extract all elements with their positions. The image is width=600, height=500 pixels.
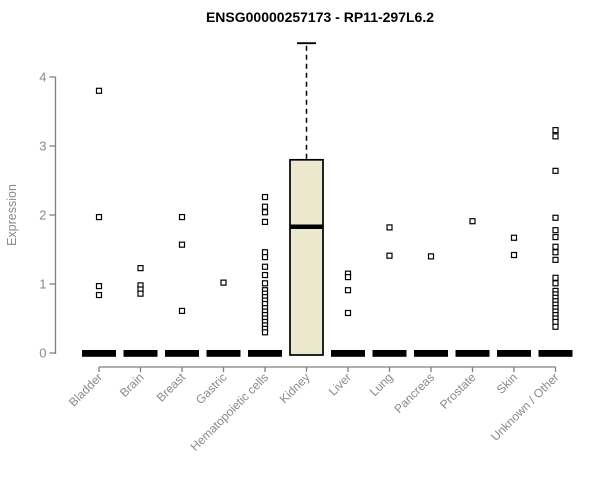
collapsed-box [123,350,158,357]
x-tick-label: Gastric [193,370,230,407]
outlier-point [344,274,352,281]
collapsed-box [165,350,199,357]
outlier-point [261,280,269,287]
outlier-point [427,253,435,260]
outlier-point [178,213,186,221]
x-tick-label: Brain [117,370,147,400]
y-axis-label: Expression [5,184,19,246]
collapsed-box [206,350,241,357]
x-tick-label: Prostate [437,370,479,412]
outlier-point [95,291,103,299]
outlier-point [344,309,352,317]
outlier-point [261,271,269,279]
outlier-point [344,287,352,294]
outlier-point [261,329,269,336]
collapsed-box [372,350,407,357]
outlier-point [95,282,103,290]
collapsed-box [497,350,531,357]
outlier-point [552,256,559,263]
outlier-point [552,214,559,221]
outlier-point [261,263,269,270]
outlier-point [95,87,103,94]
y-tick-label: 2 [39,208,46,223]
y-tick-label: 3 [39,139,46,154]
collapsed-box [538,350,573,357]
outlier-point [552,227,559,234]
outlier-point [552,274,559,281]
plot-body: 0 1 2 3 4 Bladder Brain Breast GastricHematopoie… [39,42,573,454]
x-tick-label: Lung [367,370,396,399]
x-tick-label: Breast [154,370,189,405]
outlier-point [469,218,476,225]
outlier-point [261,203,269,210]
collapsed-box [455,350,490,357]
outlier-point [552,127,559,134]
outlier-point [386,224,393,231]
chart-title: ENSG00000257173 - RP11-297L6.2 [206,9,434,25]
outlier-point [552,249,559,256]
x-tick-label: Liver [326,370,354,398]
outlier-point [386,252,393,259]
x-tick-label: Pancreas [391,370,437,416]
outlier-point [261,193,269,201]
outlier-point [552,167,559,174]
collapsed-box [414,350,448,357]
y-tick-label: 1 [39,277,46,292]
outlier-point [137,290,144,297]
outlier-point [552,233,559,241]
collapsed-box [331,350,365,357]
collapsed-box [82,350,116,357]
outlier-point [552,323,559,330]
outlier-point [137,265,144,272]
outlier-point [178,241,186,248]
y-tick-label: 0 [39,346,46,361]
outlier-point [510,251,518,259]
x-tick-label: Skin [494,370,520,396]
outlier-point [261,209,269,216]
y-tick-label: 4 [39,70,46,85]
outlier-point [261,253,269,261]
x-tick-label: Bladder [66,370,105,409]
outlier-point [552,243,559,250]
box-kidney [289,158,324,356]
collapsed-box [248,350,282,357]
outlier-point [552,133,559,140]
outlier-point [178,307,186,315]
outlier-point [261,218,269,225]
outlier-point [552,280,559,287]
outlier-point [220,279,227,286]
x-tick-label: Hematopoietic cells [188,370,271,453]
x-tick-label: Kidney [277,370,313,406]
outlier-point [510,234,518,241]
outlier-point [95,213,103,221]
